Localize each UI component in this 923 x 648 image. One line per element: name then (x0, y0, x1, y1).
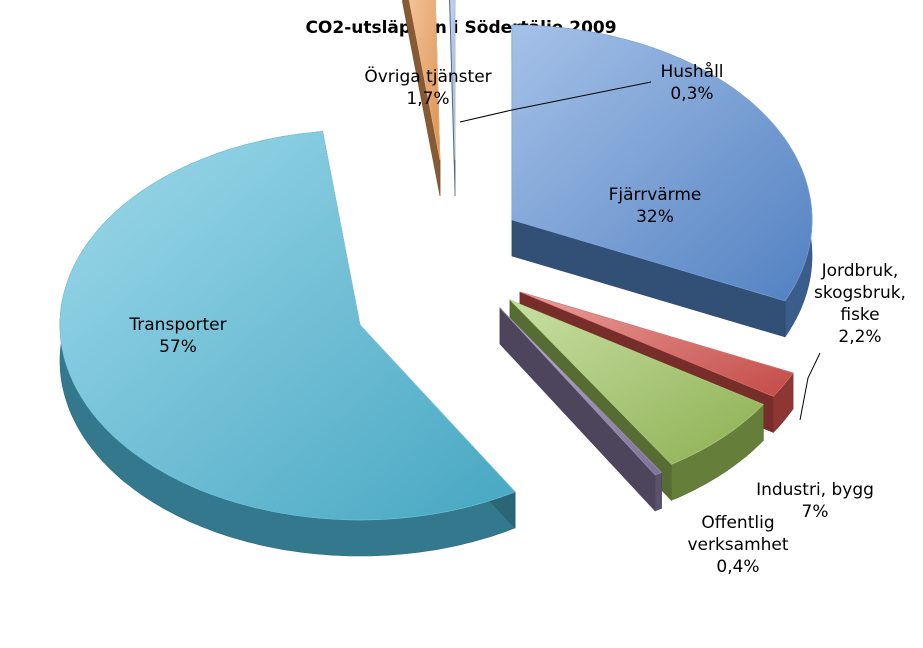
leader-lines (459, 81, 821, 421)
slice-label-line: 57% (159, 337, 197, 357)
slice-jordbruk (519, 291, 794, 397)
slice-label-line: fiske (840, 305, 879, 325)
slice-label-line: Offentlig (701, 513, 774, 533)
slice-label-line: 32% (636, 207, 674, 227)
slice-label-line: 2,2% (838, 327, 881, 347)
slice-industri (509, 299, 764, 465)
slice-offentlig (499, 307, 663, 476)
slice-label-line: 1,7% (406, 89, 449, 109)
slice-label-jordbruk: Jordbruk, skogsbruk, fiske 2,2% (814, 261, 906, 347)
leader-line-hushall (459, 81, 652, 123)
slice-fjarrvarme (511, 24, 813, 302)
slice-label-ovriga: Övriga tjänster 1,7% (364, 65, 491, 109)
slice-label-line: Industri, bygg (756, 480, 874, 500)
slice-label-line: Fjärrvärme (609, 185, 702, 205)
slice-label-line: 7% (802, 502, 829, 522)
slice-transporter (59, 131, 516, 521)
slice-tops (59, 0, 813, 521)
slice-label-line: Jordbruk, (821, 261, 899, 281)
slice-label-fjarrvarme: Fjärrvärme 32% (609, 185, 702, 227)
slice-label-transporter: Transporter 57% (128, 315, 226, 357)
slice-labels: Fjärrvärme 32% Jordbruk, skogsbruk, fiske 2,2… (128, 61, 906, 577)
slice-hushall (450, 0, 456, 161)
slice-label-hushall: Hushåll 0,3% (660, 61, 723, 104)
slice-label-industri: Industri, bygg 7% (756, 480, 874, 522)
slice-label-line: Transporter (128, 315, 226, 335)
slice-side-offentlig-outer (654, 471, 662, 512)
slice-ovriga (408, 0, 441, 161)
slice-label-line: 0,3% (670, 84, 713, 104)
slice-label-line: verksamhet (687, 535, 788, 555)
leader-line-jordbruk (799, 352, 821, 421)
slice-label-line: Hushåll (660, 61, 723, 82)
slice-label-line: 0,4% (716, 557, 759, 577)
slice-label-line: skogsbruk, (814, 283, 906, 303)
slice-label-offentlig: Offentlig verksamhet 0,4% (687, 513, 788, 577)
slice-label-line: Övriga tjänster (364, 65, 491, 87)
